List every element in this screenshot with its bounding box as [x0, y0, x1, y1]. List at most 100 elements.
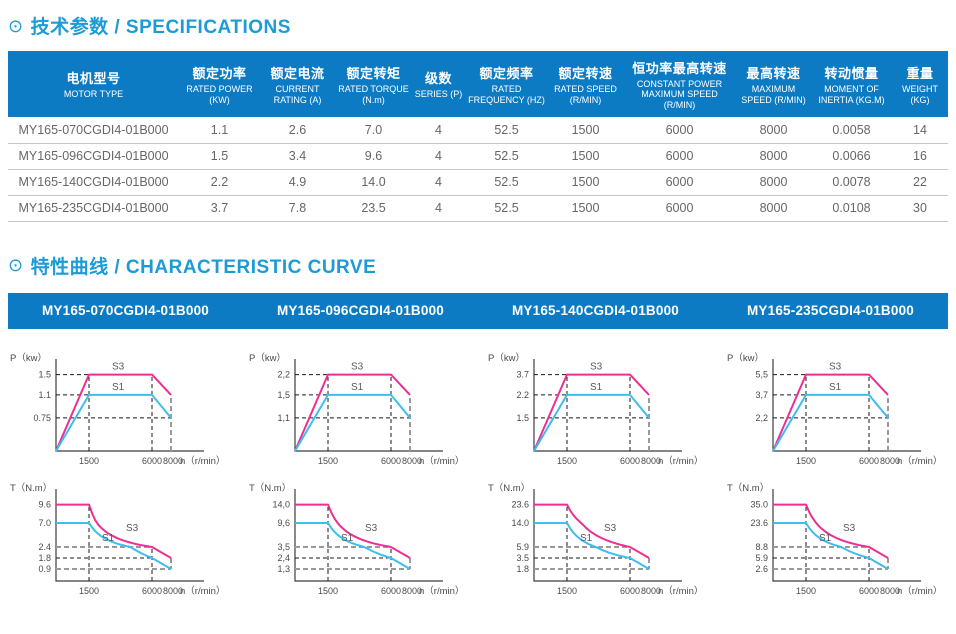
y-tick-label: 14,0 — [272, 499, 290, 509]
bullet-circle-icon: ⊙ — [8, 15, 24, 36]
cell-model: MY165-096CGDI4-01B000 — [8, 143, 179, 170]
series-curve-s3 — [56, 503, 172, 559]
table-cell: 6000 — [623, 117, 736, 144]
x-tick-label: 1500 — [557, 456, 577, 466]
table-cell: 1.5 — [179, 143, 260, 170]
series-label-s3: S3 — [843, 523, 856, 534]
series-curve-s3 — [294, 373, 411, 451]
table-cell: 1500 — [548, 169, 623, 196]
column-header-cn: 重量 — [906, 66, 934, 82]
power-curve-chart: S3 S1 3.7 2.2 1.5 1500 6000 8000 P（kw） n（r/min） — [486, 347, 725, 475]
axes — [533, 358, 682, 452]
characteristic-curve-title-text: 特性曲线 / CHARACTERISTIC CURVE — [30, 256, 377, 278]
series-label-s1: S1 — [580, 533, 593, 544]
y-tick-label: 35.0 — [750, 499, 768, 509]
column-header-en: SERIES (P) — [414, 89, 463, 100]
x-tick-label: 8000 — [402, 456, 422, 466]
table-cell: 4 — [412, 195, 465, 222]
power-charts-row: S3 S1 1.5 1.1 0.75 1500 6000 8000 P（kw） n（r/min） … — [8, 347, 948, 475]
x-tick-label: 1500 — [796, 586, 816, 596]
torque-curve-svg: S3 S1 14,0 9,6 3,5 2,41,3 1500 6000 8000 T（N.m） n（… — [249, 482, 464, 597]
table-cell: 30 — [892, 195, 948, 222]
y-tick-label: 0.75 — [33, 412, 51, 422]
y-axis-title: T（N.m） — [10, 482, 52, 494]
table-cell: 6000 — [623, 169, 736, 196]
power-curve-chart: S3 S1 5,5 3,7 2,2 1500 6000 8000 P（kw） n（r/min） — [725, 347, 956, 475]
y-axis-title: T（N.m） — [488, 482, 530, 494]
power-curve-svg: S3 S1 5,5 3,7 2,2 1500 6000 8000 P（kw） n（r/min） — [727, 352, 942, 467]
bullet-circle-icon: ⊙ — [8, 255, 24, 276]
y-tick-label: 1.5 — [516, 412, 529, 422]
series-label-s1: S1 — [590, 381, 603, 392]
y-axis-title: P（kw） — [488, 352, 525, 364]
table-cell: 1.1 — [179, 117, 260, 144]
x-tick-label: 1500 — [79, 586, 99, 596]
x-tick-label: 8000 — [163, 586, 183, 596]
axes — [294, 488, 443, 582]
y-tick-label: 2.2 — [516, 389, 529, 399]
series-label-s3: S3 — [365, 523, 378, 534]
axes — [533, 488, 682, 582]
cell-model: MY165-070CGDI4-01B000 — [8, 117, 179, 144]
models-bar: MY165-070CGDI4-01B000 MY165-096CGDI4-01B… — [8, 292, 948, 329]
power-curve-chart: S3 S1 1.5 1.1 0.75 1500 6000 8000 P（kw） n（r/min） — [8, 347, 247, 475]
x-tick-label: 6000 — [859, 586, 879, 596]
column-header-current-rating: 额定电流 CURRENT RATING (A) — [260, 51, 335, 118]
cell-model: MY165-140CGDI4-01B000 — [8, 169, 179, 196]
x-tick-label: 8000 — [641, 456, 661, 466]
y-tick-label: 5.9 — [755, 553, 768, 563]
column-header-cn: 最高转速 — [746, 66, 801, 82]
column-header-cn: 转动惯量 — [824, 66, 879, 82]
column-header-en: MOMENT OF INERTIA (KG.M) — [818, 84, 885, 105]
x-tick-label: 1500 — [318, 456, 338, 466]
column-header-rated-torque: 额定转矩 RATED TORQUE (N.m) — [335, 51, 412, 118]
column-header-rated-power: 额定功率 RATED POWER (KW) — [179, 51, 260, 118]
table-cell: 52.5 — [465, 169, 548, 196]
y-axis-title: T（N.m） — [249, 482, 291, 494]
axes — [55, 488, 204, 582]
y-tick-label: 2.6 — [755, 564, 768, 574]
x-tick-label: 8000 — [641, 586, 661, 596]
column-header-cn: 恒功率最高转速 — [632, 61, 727, 76]
series-curve-s3 — [533, 373, 650, 451]
series-curve-s1 — [533, 393, 650, 452]
table-row: MY165-070CGDI4-01B000 1.1 2.6 7.0 4 52.5… — [8, 117, 948, 144]
series-curve-s1 — [55, 393, 172, 452]
y-tick-label: 2.4 — [38, 541, 51, 551]
x-axis-title: n（r/min） — [180, 585, 225, 597]
y-axis-title: P（kw） — [10, 352, 47, 364]
y-tick-label: 1.8 — [516, 564, 529, 574]
column-header-motor-type: 电机型号 MOTOR TYPE — [8, 51, 179, 118]
column-header-cn: 额定转矩 — [346, 66, 401, 82]
x-tick-label: 8000 — [880, 586, 900, 596]
axes — [772, 488, 921, 582]
column-header-rated-frequency: 额定频率 RATED FREQUENCY (HZ) — [465, 51, 548, 118]
column-header-en: CONSTANT POWER MAXIMUM SPEED (R/MIN) — [636, 79, 723, 110]
y-tick-label: 1,5 — [277, 389, 290, 399]
series-curve-s1 — [295, 521, 411, 570]
y-tick-label: 3.5 — [516, 553, 529, 563]
table-cell: 7.8 — [260, 195, 335, 222]
torque-curve-chart: S3 S1 23.6 14.0 5.9 3.5 1.8 1500 6000 8000 T（N.m） n… — [486, 477, 725, 605]
series-curve-s1 — [294, 393, 411, 452]
column-header-maximum-speed: 最高转速 MAXIMUM SPEED (R/MIN) — [736, 51, 811, 118]
model-name: MY165-235CGDI4-01B000 — [746, 303, 915, 319]
x-axis-title: n（r/min） — [180, 455, 225, 467]
series-curve-s1 — [773, 521, 889, 570]
table-cell: 0.0066 — [811, 143, 892, 170]
series-label-s3: S3 — [351, 361, 364, 372]
series-curve-s1 — [534, 521, 650, 570]
cell-model: MY165-235CGDI4-01B000 — [8, 195, 179, 222]
table-cell: 4.9 — [260, 169, 335, 196]
column-header-constant-power-max-speed: 恒功率最高转速 CONSTANT POWER MAXIMUM SPEED (R/M… — [623, 51, 736, 118]
column-header-cn: 额定转速 — [558, 66, 613, 82]
table-cell: 14 — [892, 117, 948, 144]
table-cell: 2.6 — [260, 117, 335, 144]
column-header-cn: 额定功率 — [192, 66, 247, 82]
y-tick-label: 1.5 — [38, 369, 51, 379]
model-name: MY165-096CGDI4-01B000 — [276, 303, 445, 319]
table-cell: 4 — [412, 143, 465, 170]
x-tick-label: 8000 — [402, 586, 422, 596]
y-tick-label: 2,2 — [755, 412, 768, 422]
y-tick-label: 5,5 — [755, 369, 768, 379]
